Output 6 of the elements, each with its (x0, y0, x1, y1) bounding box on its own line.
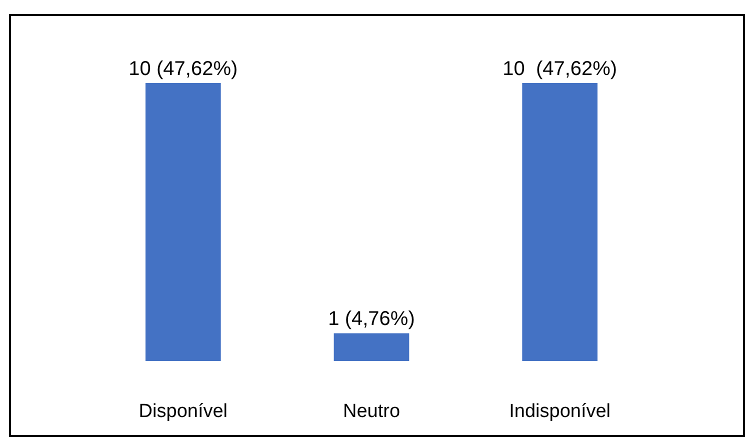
data-label: 1 (4,76%) (328, 308, 415, 330)
data-label: 10 (47,62%) (502, 58, 618, 80)
data-label: 10 (47,62%) (128, 58, 238, 80)
x-tick-label: Neutro (342, 401, 400, 422)
x-tick-label: Indisponível (509, 401, 611, 422)
x-tick-label: Disponível (138, 401, 228, 422)
